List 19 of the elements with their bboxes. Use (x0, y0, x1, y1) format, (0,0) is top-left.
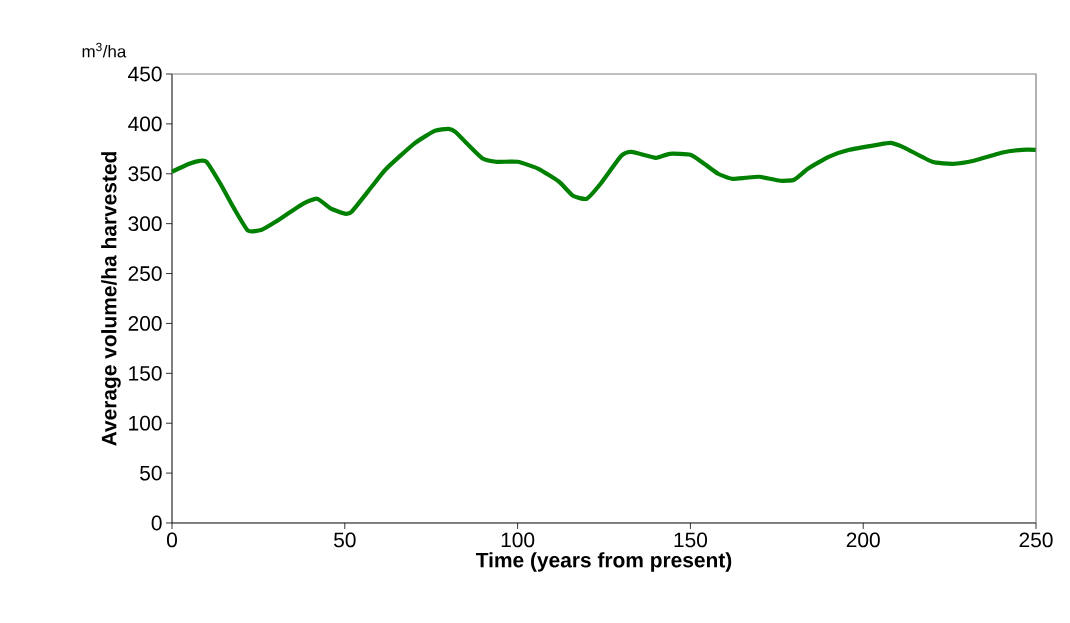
text: m$^{3}$/ha (82, 42, 127, 58)
y-tick-label: 400 (128, 116, 162, 132)
y-tick-label: 200 (128, 316, 162, 331)
y-tick-label: 50 (140, 465, 162, 481)
x-tick-label: 200 (846, 532, 880, 548)
x-tick-label: 50 (334, 532, 356, 548)
y-tick-label: 300 (128, 216, 162, 232)
x-axis-title: Time (years from present) (475, 552, 732, 572)
y-axis-title: Average volume/ha harvested (101, 152, 121, 446)
y-tick-label: 150 (129, 365, 162, 381)
y-tick-label: 250 (128, 266, 162, 281)
y-tick-label: 0 (151, 515, 162, 531)
x-tick-label: 150 (674, 532, 708, 548)
y-tick-label: 350 (128, 166, 162, 182)
x-tick-label: 250 (1019, 532, 1053, 548)
y-tick-label: 450 (128, 66, 162, 82)
x-tick-label: 0 (167, 532, 177, 548)
x-tick-label: 100 (501, 532, 535, 548)
y-tick-label: 100 (129, 415, 162, 431)
